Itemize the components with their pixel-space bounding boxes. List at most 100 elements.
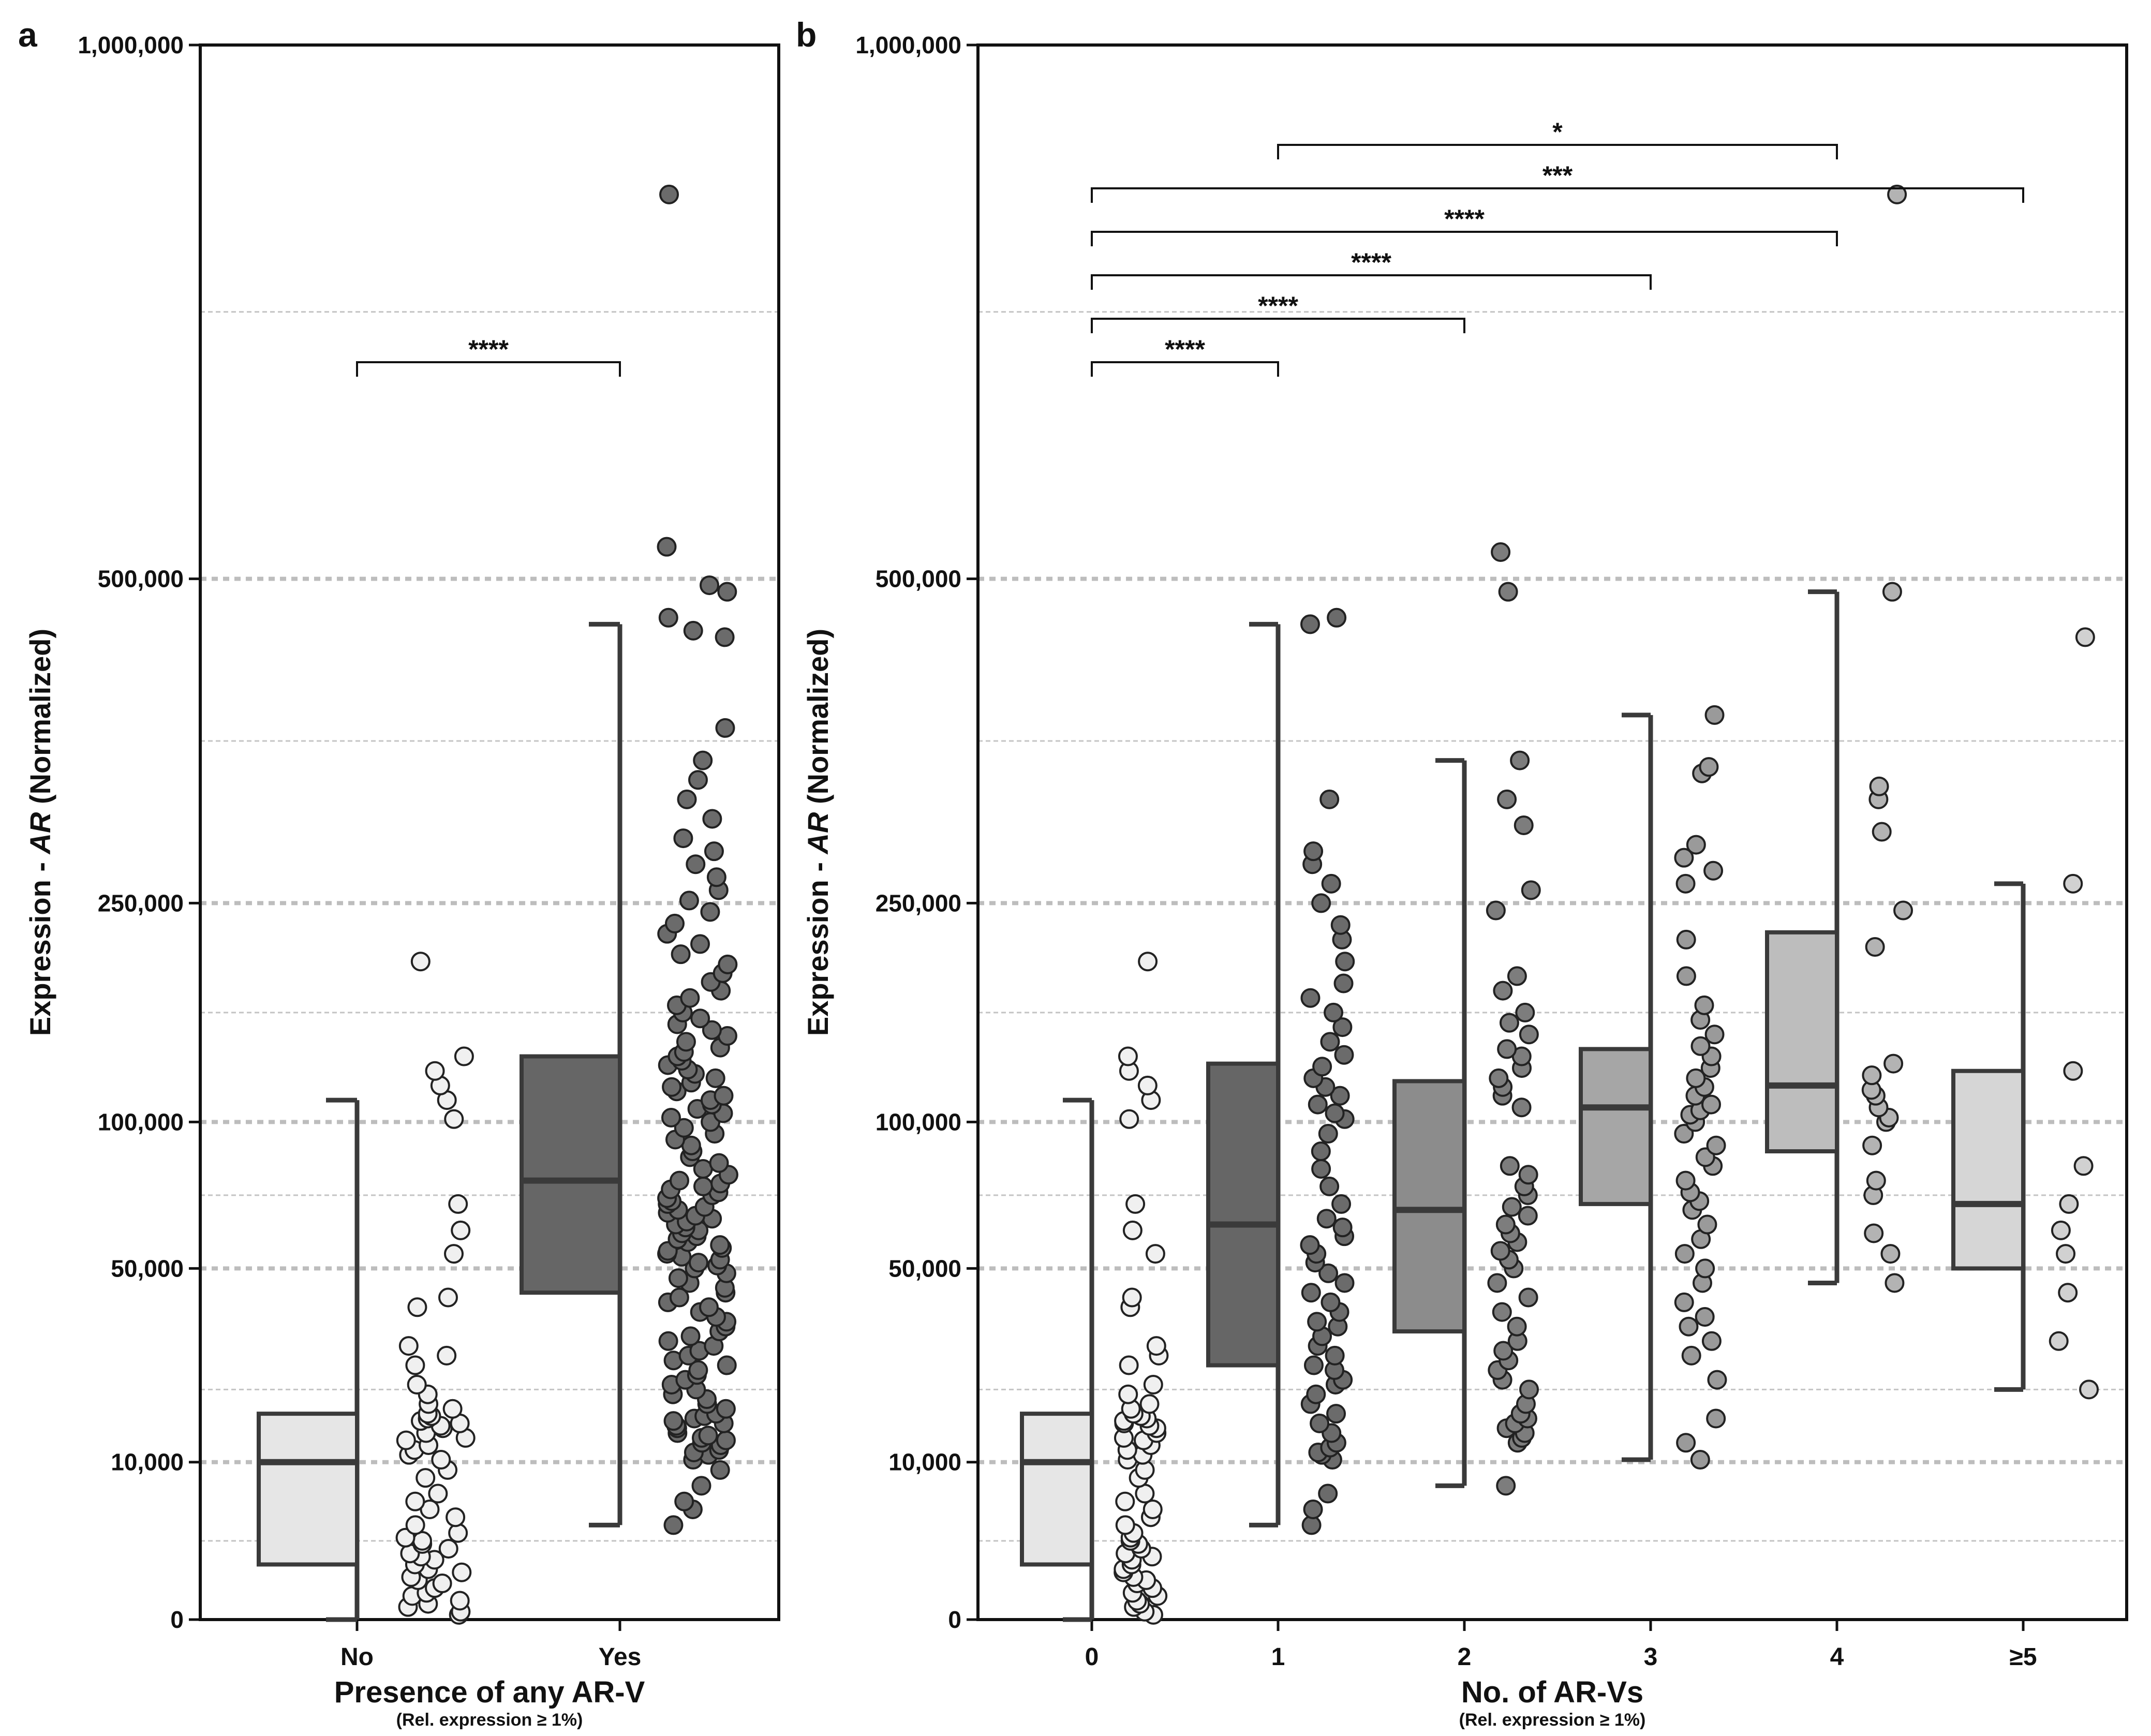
data-point [2075, 627, 2095, 647]
y-tick-label: 500,000 [98, 566, 184, 592]
box-iqr [1765, 930, 1839, 1154]
data-point [1701, 1094, 1722, 1115]
data-point [665, 913, 685, 933]
data-point [1319, 789, 1340, 809]
data-point [1146, 1336, 1166, 1356]
data-point [1487, 1273, 1507, 1293]
panel-label: b [796, 16, 817, 54]
data-point [446, 1507, 466, 1527]
data-point [1321, 1292, 1341, 1312]
data-point [1704, 705, 1725, 725]
data-point [438, 1287, 458, 1308]
box-iqr [1579, 1047, 1653, 1206]
data-point [1515, 1002, 1535, 1022]
data-point [1489, 1068, 1509, 1088]
data-point [1325, 1345, 1345, 1366]
data-point [661, 1107, 681, 1127]
data-point [1493, 981, 1513, 1001]
significance-bracket [1091, 361, 1279, 377]
x-category-label: 2 [1458, 1643, 1472, 1671]
significance-label: *** [1542, 161, 1573, 190]
y-tick-label: 0 [170, 1606, 184, 1633]
data-point [662, 1077, 682, 1097]
data-point [1699, 757, 1719, 777]
data-point [1510, 750, 1530, 770]
box-iqr [1020, 1412, 1094, 1567]
data-point [1893, 900, 1913, 921]
data-point [691, 1476, 711, 1496]
data-point [1519, 1379, 1539, 1400]
panel-a: a 0 10,000 50,000 100,000 250,000 500,000 1,000… [18, 16, 780, 1730]
data-point [1334, 1045, 1354, 1065]
data-point [1318, 1263, 1339, 1283]
data-point [444, 1244, 464, 1264]
data-point [1145, 1244, 1165, 1264]
data-point [2073, 1156, 2094, 1176]
y-axis-label: Expression - AR (Normalized) [802, 629, 834, 1036]
data-point [1303, 1355, 1324, 1375]
data-point [1303, 1499, 1323, 1519]
x-category-label: 3 [1644, 1643, 1658, 1671]
data-point [1486, 900, 1506, 921]
data-point [1695, 1307, 1715, 1327]
data-point [2051, 1220, 2071, 1240]
data-point [450, 1591, 470, 1611]
data-point [709, 1153, 729, 1173]
data-point [1311, 1159, 1331, 1179]
data-point [451, 1220, 471, 1240]
data-point [673, 828, 693, 849]
data-point [425, 1061, 445, 1081]
data-point [1500, 1156, 1520, 1176]
data-point [1703, 860, 1724, 881]
data-point [1327, 607, 1347, 628]
data-point [1311, 893, 1331, 913]
data-point [1303, 841, 1324, 862]
y-axis-label-suffix: (Normalized) [24, 629, 56, 812]
data-point [706, 867, 726, 887]
data-point [1679, 1316, 1699, 1337]
x-category-label: 0 [1085, 1643, 1099, 1671]
data-point [1704, 1025, 1725, 1045]
data-point [680, 988, 700, 1008]
data-point [444, 1109, 464, 1129]
data-point [702, 809, 722, 829]
data-point [1518, 1165, 1538, 1185]
box-iqr [257, 1412, 359, 1567]
data-point [668, 1268, 688, 1288]
data-point [1119, 1355, 1139, 1375]
data-point [1690, 1036, 1711, 1056]
y-tick-label: 500,000 [876, 566, 961, 592]
y-tick-label: 1,000,000 [78, 32, 184, 58]
y-tick-label: 10,000 [111, 1449, 184, 1476]
x-axis-label: No. of AR-Vs [1461, 1675, 1643, 1709]
data-point [1122, 1287, 1142, 1308]
data-point [405, 1515, 425, 1535]
data-point [405, 1355, 425, 1375]
data-point [1496, 1476, 1516, 1496]
data-point [1308, 1094, 1328, 1115]
x-category-label: 4 [1830, 1643, 1844, 1671]
data-point [702, 1020, 722, 1040]
data-point [679, 891, 699, 911]
data-point [1115, 1515, 1135, 1535]
data-point [437, 1345, 457, 1366]
y-tick-label: 0 [948, 1606, 961, 1633]
data-point [1521, 880, 1541, 900]
data-point [1676, 1433, 1696, 1453]
data-point [405, 1491, 425, 1511]
data-point [1306, 1384, 1326, 1404]
x-category-label: Yes [599, 1643, 642, 1671]
data-point [663, 1411, 684, 1431]
data-point [1320, 1032, 1340, 1052]
data-point [407, 1374, 427, 1394]
y-axis-label-prefix: Expression - [24, 854, 56, 1036]
data-point [398, 1336, 419, 1356]
data-point [1118, 1046, 1138, 1066]
y-axis-label-gene: AR [802, 812, 834, 855]
y-tick-label: 1,000,000 [855, 32, 961, 58]
data-point [1300, 1235, 1320, 1255]
data-point [690, 1008, 710, 1029]
data-point [1300, 988, 1321, 1008]
data-point [1318, 1483, 1338, 1504]
